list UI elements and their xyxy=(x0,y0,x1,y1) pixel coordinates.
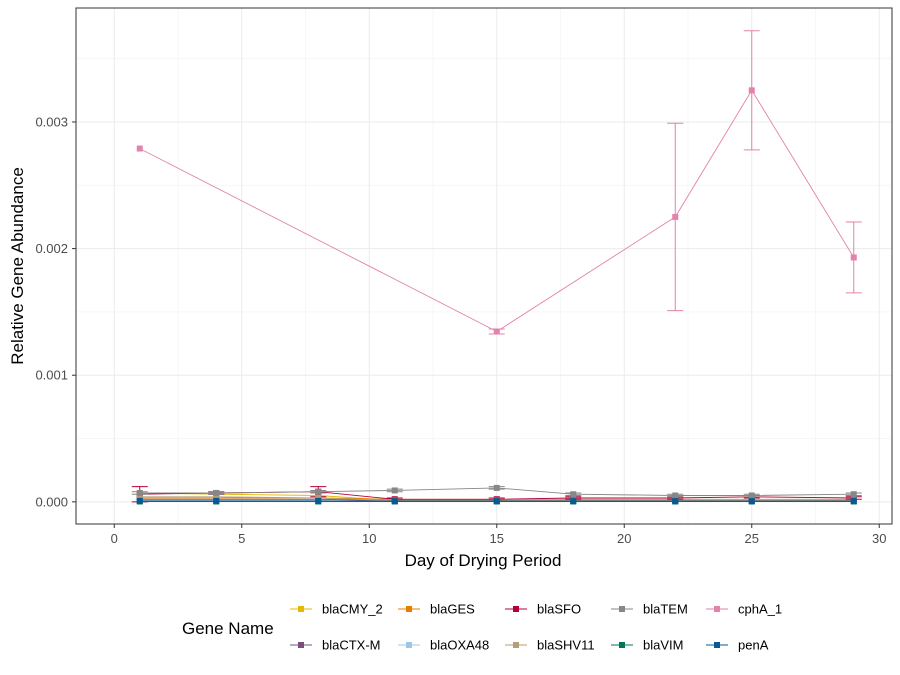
data-point xyxy=(850,491,857,498)
legend-key-point xyxy=(619,642,625,648)
y-tick-label: 0.001 xyxy=(35,368,68,383)
legend-label: blaCTX-M xyxy=(322,638,381,653)
y-tick-label: 0.003 xyxy=(35,114,68,129)
data-point xyxy=(136,489,143,496)
data-point xyxy=(315,497,322,504)
legend-key-point xyxy=(406,642,412,648)
series-layer xyxy=(131,30,862,505)
data-point xyxy=(315,488,322,495)
legend-key-point xyxy=(298,606,304,612)
legend-key-point xyxy=(714,606,720,612)
legend-key-point xyxy=(406,606,412,612)
legend-item-blaCMY_2: blaCMY_2 xyxy=(290,602,383,617)
legend-item-blaTEM: blaTEM xyxy=(611,602,688,617)
data-point xyxy=(391,498,398,505)
x-tick-label: 5 xyxy=(238,531,245,546)
legend-key-point xyxy=(513,606,519,612)
legend-label: blaCMY_2 xyxy=(322,602,383,617)
data-point xyxy=(748,498,755,505)
data-point xyxy=(850,254,857,261)
axes: 0 5 10 15 20 25 30 0.000 0.001 0.002 0.003 xyxy=(35,114,886,546)
x-tick-label: 15 xyxy=(490,531,504,546)
legend-item-blaOXA48: blaOXA48 xyxy=(398,638,489,653)
series-blaTEM xyxy=(131,484,862,499)
legend-label: cphA_1 xyxy=(738,602,782,617)
data-point xyxy=(493,498,500,505)
data-point xyxy=(136,497,143,504)
data-point xyxy=(391,487,398,494)
x-tick-label: 30 xyxy=(872,531,886,546)
legend-label: blaSFO xyxy=(537,602,581,617)
legend-items: blaCMY_2 blaGES blaSFO blaTEM cphA_1 blaCTX-M… xyxy=(290,602,782,653)
legend-key-point xyxy=(619,606,625,612)
data-point xyxy=(136,145,143,152)
legend-key-point xyxy=(714,642,720,648)
legend-item-cphA_1: cphA_1 xyxy=(706,602,782,617)
data-point xyxy=(493,484,500,491)
legend-key-point xyxy=(298,642,304,648)
legend-item-blaCTX-M: blaCTX-M xyxy=(290,638,381,653)
legend-label: blaSHV11 xyxy=(537,638,595,653)
legend-label: blaVIM xyxy=(643,638,683,653)
legend-label: blaTEM xyxy=(643,602,688,617)
data-point xyxy=(136,493,143,500)
data-point xyxy=(570,498,577,505)
legend-label: blaGES xyxy=(430,602,475,617)
data-point xyxy=(213,489,220,496)
x-tick-label: 0 xyxy=(111,531,118,546)
legend-item-blaVIM: blaVIM xyxy=(611,638,683,653)
data-point xyxy=(850,498,857,505)
legend-label: penA xyxy=(738,638,769,653)
legend-key-point xyxy=(513,642,519,648)
x-tick-label: 25 xyxy=(745,531,759,546)
data-point xyxy=(748,492,755,499)
legend-item-blaSFO: blaSFO xyxy=(505,602,581,617)
data-point xyxy=(570,491,577,498)
series-cphA_1 xyxy=(136,30,862,335)
legend-item-penA: penA xyxy=(706,638,769,653)
data-point xyxy=(672,213,679,220)
data-point xyxy=(213,493,220,500)
x-tick-label: 10 xyxy=(362,531,376,546)
panel-border xyxy=(75,7,893,525)
data-point xyxy=(672,492,679,499)
data-point xyxy=(493,328,500,335)
legend-item-blaSHV11: blaSHV11 xyxy=(505,638,595,653)
legend: Gene Name blaCMY_2 blaGES blaSFO blaTEM cphA… xyxy=(182,602,782,653)
data-point xyxy=(748,87,755,94)
data-point xyxy=(672,498,679,505)
y-axis-title: Relative Gene Abundance xyxy=(8,167,27,365)
legend-item-blaGES: blaGES xyxy=(398,602,475,617)
legend-label: blaOXA48 xyxy=(430,638,489,653)
x-axis-title: Day of Drying Period xyxy=(405,551,562,570)
y-tick-label: 0.000 xyxy=(35,494,68,509)
series-penA xyxy=(136,497,857,505)
legend-title: Gene Name xyxy=(182,619,274,638)
x-tick-label: 20 xyxy=(617,531,631,546)
data-point xyxy=(213,497,220,504)
y-tick-label: 0.002 xyxy=(35,241,68,256)
